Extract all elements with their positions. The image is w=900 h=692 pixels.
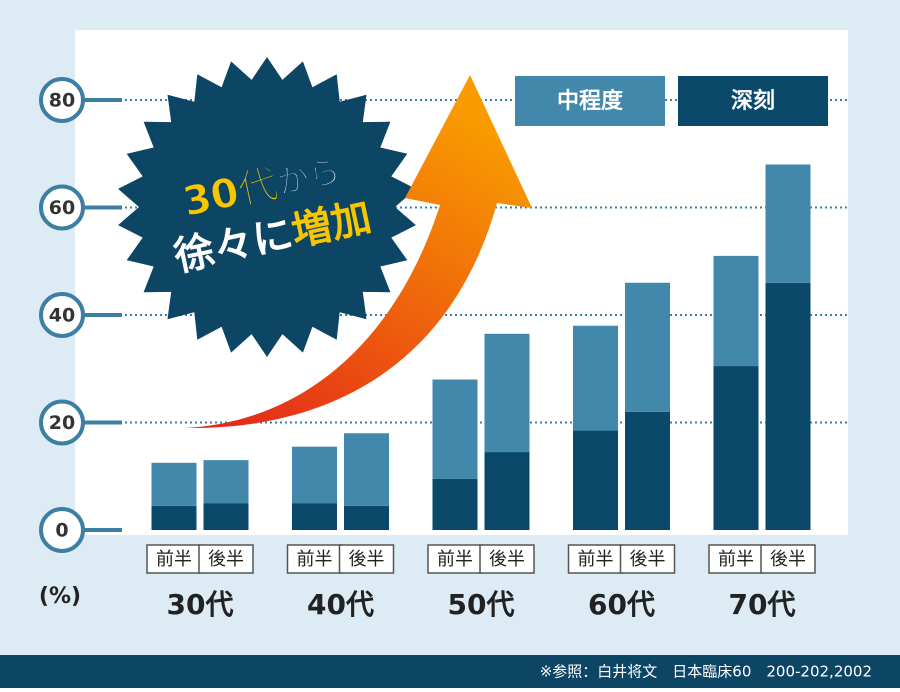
bar-segment [203,503,249,530]
trend-arrow [185,75,532,429]
bar-segment [203,460,249,504]
tick-circle [39,184,85,231]
tick-circle [39,77,85,123]
bar-segment [151,505,197,530]
category-box [619,544,676,574]
bar-segment [765,164,811,283]
y-tick-label: 80 [49,90,75,112]
category-box [198,544,254,574]
y-tick-label: 40 [49,305,75,327]
group-label: 60代 [588,588,655,621]
y-tick-label: 60 [49,197,75,219]
bar-segment [292,446,337,504]
y-tick-label: 0 [55,520,68,542]
bar-segment [713,366,759,530]
group-label: 40代 [307,588,374,621]
bar-segment [625,411,670,530]
tick-circle [39,507,85,553]
legend-label: 中程度 [557,88,624,114]
bar-segment [344,433,389,506]
x-tick-label: 後半 [770,549,806,570]
x-tick-label: 前半 [718,549,754,570]
footer-bar [0,655,900,688]
bar-segment [573,325,618,431]
x-tick-label: 後半 [349,549,385,570]
x-tick-label: 後半 [208,549,244,570]
bar-segment [484,452,530,530]
x-tick-label: 前半 [578,549,614,570]
y-axis-label: (%) [39,584,81,609]
footer: ※参照：白井将文 日本臨床60 200-202,2002 [540,663,872,681]
legend-swatch [678,76,828,126]
bar-segment [713,255,759,367]
x-tick-label: 前半 [297,549,333,570]
group-label: 70代 [729,588,796,621]
burst [118,57,416,357]
bar-segment [625,282,670,412]
y-tick-label: 20 [49,412,75,434]
category-box [146,544,202,574]
x-tick-label: 後半 [489,549,525,570]
bar-segment [292,503,337,530]
bar-segment [765,282,811,530]
group-label: 30代 [167,588,234,621]
x-tick-label: 後半 [630,549,666,570]
bar-segment [484,333,530,453]
x-tick-label: 前半 [156,549,192,570]
legend-label: 深刻 [731,88,775,114]
category-box [479,544,535,574]
bar-segment [344,505,389,530]
bar-segment [151,462,197,506]
category-box [338,544,395,574]
legend-swatch [515,76,665,126]
tick-circle [39,292,85,338]
category-box [760,544,816,574]
tick-circle [39,399,85,446]
bar-segment [432,379,478,479]
x-tick-label: 前半 [437,549,473,570]
bar-segment [573,430,618,530]
bar-segment [432,478,478,530]
group-label: 50代 [448,588,515,621]
category-box [708,544,764,574]
